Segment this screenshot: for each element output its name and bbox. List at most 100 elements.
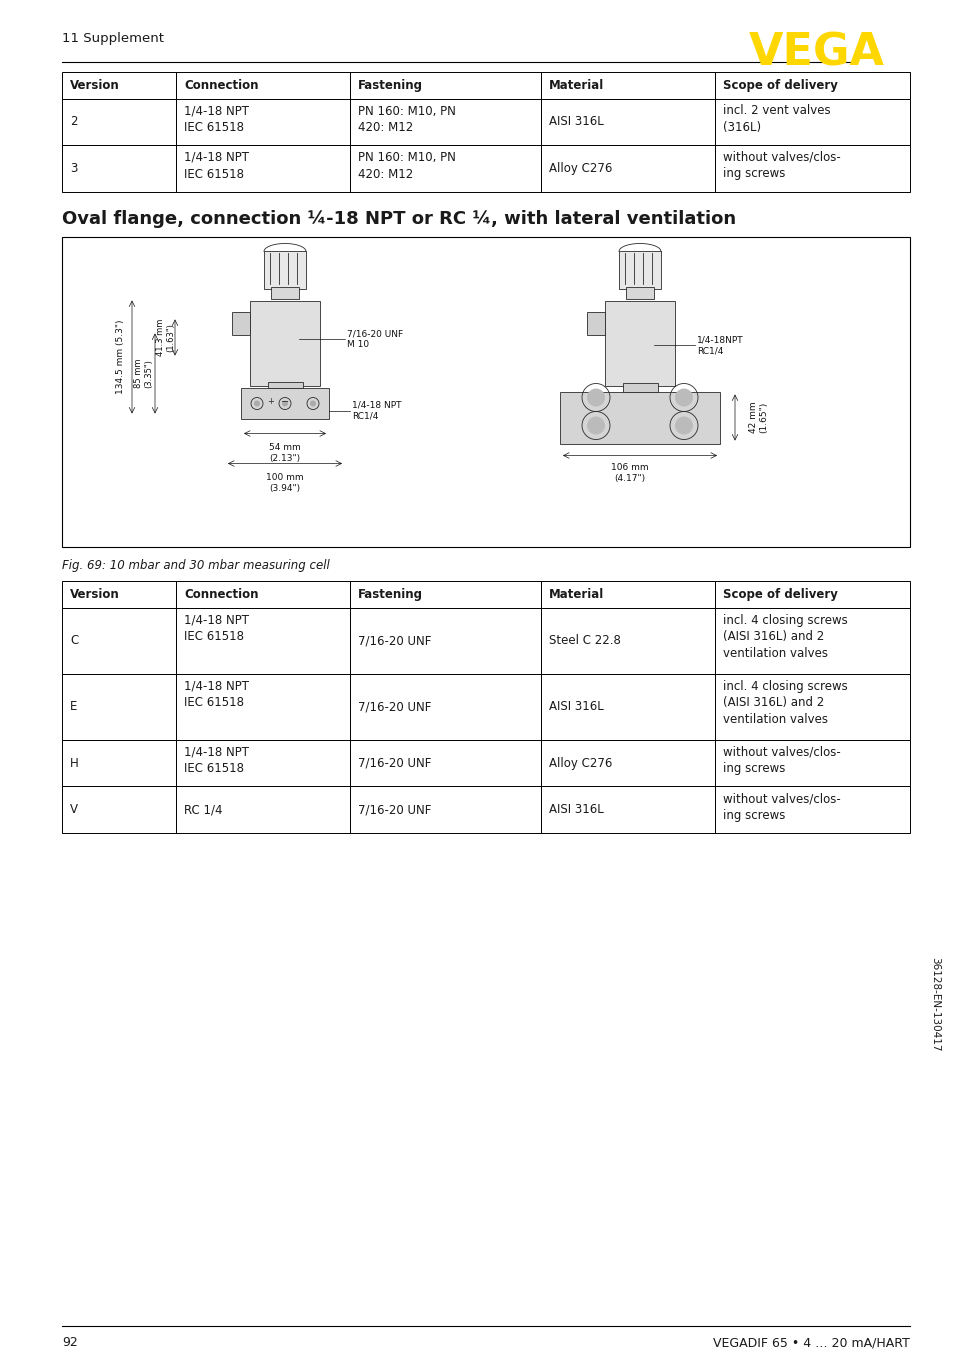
Bar [350, 145, 540, 191]
Circle shape [253, 401, 260, 406]
Text: without valves/clos-
ing screws: without valves/clos- ing screws [722, 746, 840, 776]
Text: incl. 2 vent valves
(316L): incl. 2 vent valves (316L) [722, 104, 830, 134]
Text: Material: Material [549, 588, 604, 601]
Text: 92: 92 [62, 1336, 77, 1349]
Text: 7/16-20 UNF: 7/16-20 UNF [358, 757, 432, 770]
Text: VEGA: VEGA [748, 32, 884, 74]
Bar [350, 674, 540, 741]
Bar [714, 72, 909, 99]
Bar [559, 391, 720, 444]
Bar [622, 382, 657, 391]
Text: AISI 316L: AISI 316L [549, 700, 603, 714]
Text: 1/4-18 NPT
IEC 61518: 1/4-18 NPT IEC 61518 [184, 680, 250, 709]
Bar [540, 674, 714, 741]
Bar [62, 787, 176, 833]
Text: Fastening: Fastening [358, 588, 423, 601]
Text: 100 mm
(3.94"): 100 mm (3.94") [266, 474, 303, 493]
Bar [232, 313, 250, 334]
Text: 3: 3 [70, 161, 77, 175]
Text: 85 mm
(3.35"): 85 mm (3.35") [134, 359, 153, 389]
Text: incl. 4 closing screws
(AISI 316L) and 2
ventilation valves: incl. 4 closing screws (AISI 316L) and 2… [722, 680, 847, 726]
Text: 1/4-18 NPT
IEC 61518: 1/4-18 NPT IEC 61518 [184, 746, 250, 776]
Circle shape [586, 389, 604, 406]
Text: Oval flange, connection ¼-18 NPT or RC ¼, with lateral ventilation: Oval flange, connection ¼-18 NPT or RC ¼… [62, 210, 736, 227]
Circle shape [675, 389, 692, 406]
Text: 1/4-18 NPT
IEC 61518: 1/4-18 NPT IEC 61518 [184, 152, 250, 180]
Text: E: E [70, 700, 77, 714]
Bar [271, 287, 298, 299]
Text: Material: Material [549, 79, 604, 92]
Bar [176, 581, 350, 608]
Bar [350, 787, 540, 833]
Bar [62, 741, 176, 787]
Text: 11 Supplement: 11 Supplement [62, 32, 164, 45]
Bar [350, 581, 540, 608]
Bar [714, 99, 909, 145]
Circle shape [310, 401, 315, 406]
Text: without valves/clos-
ing screws: without valves/clos- ing screws [722, 792, 840, 822]
Bar [604, 301, 675, 386]
Bar [241, 389, 329, 418]
Circle shape [586, 417, 604, 435]
Bar [250, 301, 319, 386]
Bar [714, 581, 909, 608]
Bar [714, 787, 909, 833]
Bar [176, 72, 350, 99]
Text: C: C [70, 635, 78, 647]
Text: Fastening: Fastening [358, 79, 423, 92]
Text: 7/16-20 UNF: 7/16-20 UNF [358, 700, 432, 714]
Text: Scope of delivery: Scope of delivery [722, 588, 837, 601]
Text: Fig. 69: 10 mbar and 30 mbar measuring cell: Fig. 69: 10 mbar and 30 mbar measuring c… [62, 559, 330, 573]
Text: 106 mm
(4.17"): 106 mm (4.17") [611, 463, 648, 483]
Text: VEGADIF 65 • 4 … 20 mA/HART: VEGADIF 65 • 4 … 20 mA/HART [713, 1336, 909, 1349]
Bar [62, 145, 176, 191]
Text: 7/16-20 UNF
M 10: 7/16-20 UNF M 10 [347, 330, 403, 349]
Text: 1/4-18NPT
RC1/4: 1/4-18NPT RC1/4 [697, 336, 742, 355]
Bar [540, 145, 714, 191]
Text: 42 mm
(1.65"): 42 mm (1.65") [748, 402, 767, 433]
Bar [350, 72, 540, 99]
Text: +: + [267, 397, 274, 406]
Bar [540, 608, 714, 674]
Text: 1/4-18 NPT
RC1/4: 1/4-18 NPT RC1/4 [352, 401, 401, 420]
Text: PN 160: M10, PN
420: M12: PN 160: M10, PN 420: M12 [358, 152, 456, 180]
Bar [586, 313, 604, 334]
Bar [62, 608, 176, 674]
Bar [176, 99, 350, 145]
Bar [714, 674, 909, 741]
Bar [176, 741, 350, 787]
Bar [176, 674, 350, 741]
Text: AISI 316L: AISI 316L [549, 115, 603, 129]
Circle shape [282, 401, 288, 406]
Text: Alloy C276: Alloy C276 [549, 161, 612, 175]
Bar [264, 252, 306, 290]
Text: H: H [70, 757, 79, 770]
Bar [350, 741, 540, 787]
Circle shape [675, 417, 692, 435]
Bar [350, 608, 540, 674]
Bar [714, 608, 909, 674]
Text: Version: Version [70, 588, 120, 601]
Text: Alloy C276: Alloy C276 [549, 757, 612, 770]
Bar [176, 145, 350, 191]
Text: 36128-EN-130417: 36128-EN-130417 [929, 957, 939, 1051]
Text: without valves/clos-
ing screws: without valves/clos- ing screws [722, 152, 840, 180]
Text: Steel C 22.8: Steel C 22.8 [549, 635, 620, 647]
Bar [540, 72, 714, 99]
Text: 1/4-18 NPT
IEC 61518: 1/4-18 NPT IEC 61518 [184, 613, 250, 643]
Text: 7/16-20 UNF: 7/16-20 UNF [358, 803, 432, 816]
Bar [62, 237, 909, 547]
Bar [540, 741, 714, 787]
Text: RC 1/4: RC 1/4 [184, 803, 223, 816]
Bar [625, 287, 654, 299]
Text: −: − [280, 397, 289, 406]
Text: Connection: Connection [184, 79, 258, 92]
Text: Version: Version [70, 79, 120, 92]
Bar [540, 99, 714, 145]
Bar [62, 581, 176, 608]
Bar [62, 72, 176, 99]
Text: Connection: Connection [184, 588, 258, 601]
Bar [176, 787, 350, 833]
Text: V: V [70, 803, 78, 816]
Text: PN 160: M10, PN
420: M12: PN 160: M10, PN 420: M12 [358, 104, 456, 134]
